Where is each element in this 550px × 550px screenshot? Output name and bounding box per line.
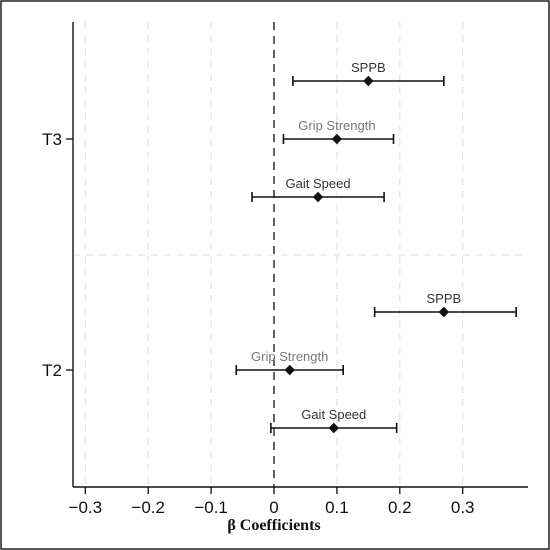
y-category-label: T3 [42,130,62,149]
point-label: Grip Strength [251,349,328,364]
estimate-point [363,75,374,87]
x-tick-label: 0 [269,498,278,517]
y-category-label: T2 [42,361,62,380]
x-tick-label: −0.2 [131,498,165,517]
x-tick-label: −0.3 [69,498,103,517]
point-label: SPPB [426,291,461,306]
axis-layer: −0.3 −0.2 −0.1 0 0.1 0.2 0.3 T3 T2 [42,22,528,517]
estimate-point [331,133,343,145]
point-label: Grip Strength [298,118,375,133]
estimate-point [328,422,339,434]
estimate-point [438,306,450,318]
estimate-point [284,364,295,376]
point-label: SPPB [351,60,386,75]
x-tick-label: 0.2 [388,498,412,517]
estimate-point [312,191,324,203]
x-tick-label: −0.1 [194,498,228,517]
x-axis-title: β Coefficients [227,517,320,534]
marks-layer: SPPB Grip Strength Gait Speed SPPB Grip Stre… [235,60,517,434]
point-label: Gait Speed [286,176,351,191]
grid-layer [73,22,528,487]
x-tick-label: 0.3 [451,498,475,517]
point-label: Gait Speed [301,407,366,422]
x-tick-label: 0.1 [325,498,349,517]
